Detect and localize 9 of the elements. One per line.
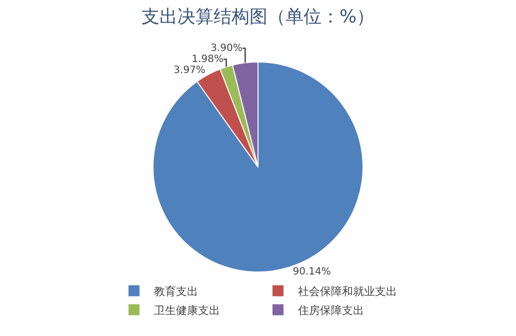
chart-title: 支出决算结构图（单位：%） xyxy=(141,6,375,28)
data-label: 90.14% xyxy=(292,266,331,278)
data-label: 3.90% xyxy=(210,42,242,54)
legend-label: 卫生健康支出 xyxy=(154,304,220,317)
data-label: 1.98% xyxy=(192,54,224,65)
legend-label: 社会保障和就业支出 xyxy=(298,284,397,298)
data-label: 3.97% xyxy=(174,64,206,76)
legend-label: 住房保障支出 xyxy=(298,304,364,317)
legend-label: 教育支出 xyxy=(154,284,198,298)
